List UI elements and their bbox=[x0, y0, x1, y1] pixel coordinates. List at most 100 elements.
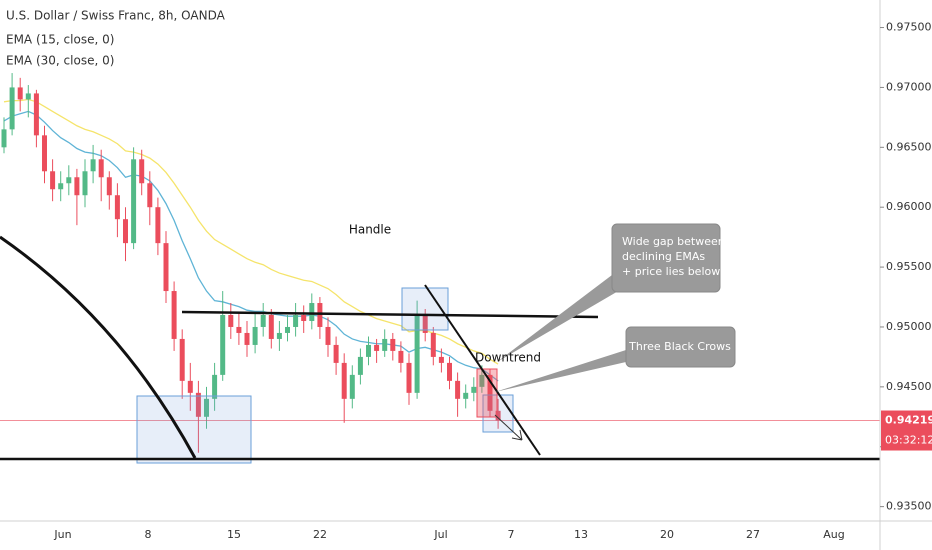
candle-body bbox=[447, 362, 452, 381]
candle-body bbox=[325, 326, 331, 345]
highlight-box bbox=[401, 287, 449, 331]
callout-pointer bbox=[497, 275, 620, 362]
candle-body bbox=[131, 159, 137, 244]
candle-body bbox=[414, 314, 420, 393]
candle-body bbox=[58, 183, 64, 190]
candle-body bbox=[179, 338, 185, 381]
candle-body bbox=[106, 177, 112, 196]
resistance-line bbox=[181, 310, 599, 319]
candle-body bbox=[74, 177, 80, 196]
candle-body bbox=[374, 344, 380, 351]
candle-body bbox=[301, 314, 307, 321]
candle-body bbox=[276, 332, 282, 339]
candle-body bbox=[9, 87, 15, 130]
x-tick-label: 20 bbox=[660, 528, 674, 541]
callout-text: + price lies below bbox=[622, 265, 720, 278]
x-tick-label: 27 bbox=[746, 528, 760, 541]
candle-body bbox=[333, 344, 339, 363]
candle-body bbox=[163, 243, 169, 292]
candle-body bbox=[293, 314, 299, 327]
legend-entry: EMA (15, close, 0) bbox=[6, 33, 114, 47]
highlight-box bbox=[482, 394, 514, 433]
candle-body bbox=[123, 219, 128, 244]
candle-body bbox=[430, 332, 436, 357]
candle-body bbox=[406, 362, 412, 393]
candle-body bbox=[382, 338, 388, 351]
candle-body bbox=[479, 374, 485, 387]
candle-body bbox=[66, 177, 72, 184]
candle-body bbox=[220, 314, 226, 375]
highlight-box bbox=[136, 395, 252, 464]
callout-text: declining EMAs bbox=[622, 250, 705, 263]
candle-body bbox=[90, 159, 96, 172]
x-tick-label: 7 bbox=[508, 528, 515, 541]
candle-body bbox=[82, 171, 88, 196]
x-tick-label: 13 bbox=[574, 528, 588, 541]
y-tick-label: 0.97500 bbox=[886, 21, 932, 34]
downtrend-line bbox=[424, 284, 541, 456]
x-tick-label: Jun bbox=[53, 528, 71, 541]
y-tick-label: 0.95000 bbox=[886, 320, 932, 333]
candle-body bbox=[114, 195, 120, 220]
x-tick-label: 8 bbox=[145, 528, 152, 541]
candle-body bbox=[212, 374, 218, 399]
y-tick-label: 0.96000 bbox=[886, 200, 932, 213]
x-tick-label: 22 bbox=[313, 528, 327, 541]
callout-box bbox=[611, 223, 721, 293]
callout-pointer bbox=[495, 350, 626, 392]
candle-body bbox=[285, 326, 290, 333]
candle-body bbox=[147, 183, 153, 208]
candle-body bbox=[187, 380, 193, 393]
y-tick-label: 0.95500 bbox=[886, 260, 932, 273]
chart-title: U.S. Dollar / Swiss Franc, 8h, OANDA bbox=[6, 9, 226, 23]
y-tick-label: 0.97000 bbox=[886, 80, 932, 93]
candle-body bbox=[171, 291, 177, 339]
candle-body bbox=[268, 314, 274, 339]
candle-body bbox=[341, 362, 347, 399]
candle-body bbox=[455, 380, 461, 399]
candle-body bbox=[471, 386, 477, 393]
last-price-label: 0.94219 bbox=[885, 414, 932, 427]
candle-body bbox=[204, 398, 209, 417]
y-tick-label: 0.94500 bbox=[886, 380, 932, 393]
x-tick-label: Aug bbox=[823, 528, 844, 541]
candle-body bbox=[195, 392, 201, 417]
candle-body bbox=[155, 207, 161, 244]
candle-body bbox=[236, 326, 242, 333]
candle-body bbox=[244, 332, 250, 345]
candle-body bbox=[252, 326, 258, 345]
candle-body bbox=[357, 356, 363, 375]
candle-body bbox=[98, 159, 104, 178]
countdown: 03:32:12 bbox=[885, 434, 932, 447]
plot-area bbox=[0, 73, 880, 453]
candle-body bbox=[366, 344, 371, 357]
cup-curve bbox=[0, 235, 197, 459]
y-tick-label: 0.93500 bbox=[886, 500, 932, 513]
legend-entry: EMA (30, close, 0) bbox=[6, 54, 114, 68]
candle-body bbox=[50, 171, 56, 190]
candle-body bbox=[1, 129, 7, 148]
candle-body bbox=[487, 374, 493, 411]
candle-body bbox=[139, 159, 145, 184]
candle-body bbox=[260, 314, 266, 327]
candle-body bbox=[228, 314, 234, 327]
candle-body bbox=[463, 392, 469, 399]
callout-text: Three Black Crows bbox=[628, 340, 731, 353]
y-tick-label: 0.96500 bbox=[886, 140, 932, 153]
axes: 0.935000.940000.945000.950000.955000.960… bbox=[53, 21, 932, 541]
candle-body bbox=[33, 93, 39, 136]
candle-body bbox=[317, 303, 323, 327]
candle-body bbox=[390, 338, 396, 351]
annotation: Handle bbox=[349, 223, 391, 237]
candle-body bbox=[309, 303, 315, 321]
x-tick-label: Jul bbox=[433, 528, 447, 541]
candle-body bbox=[25, 93, 31, 100]
annotation: Downtrend bbox=[475, 351, 541, 365]
drawings: Handle Downtrend Wide gap between declin… bbox=[0, 223, 880, 464]
candle-body bbox=[495, 410, 501, 421]
candle-body bbox=[398, 350, 404, 363]
x-tick-label: 15 bbox=[227, 528, 241, 541]
callout-text: Wide gap between bbox=[622, 235, 725, 248]
price-badge bbox=[881, 410, 932, 451]
